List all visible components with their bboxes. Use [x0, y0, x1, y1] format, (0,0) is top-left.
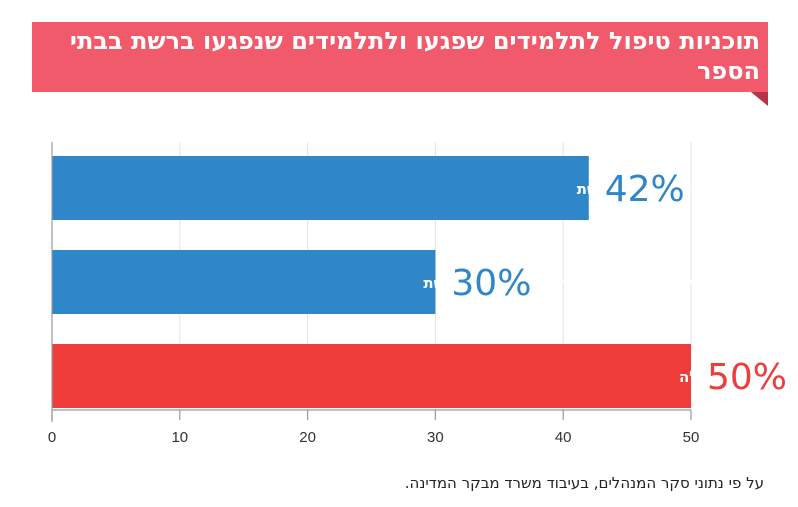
x-tick-label-20: 20	[299, 429, 316, 446]
bar-2-category-label: יש לבית הספר תוכניות המיועדות לטיפול בתל…	[423, 274, 798, 292]
bars: יש לבית הספר תוכניות המיועדות לטיפול בתל…	[52, 156, 798, 408]
x-tick-label-10: 10	[171, 429, 188, 446]
x-axis: 0 10 20 30 40 50	[48, 142, 700, 446]
bar-chart: יש לבית הספר תוכניות המיועדות לטיפול בתל…	[47, 142, 798, 446]
x-tick-label-0: 0	[48, 429, 56, 446]
title-banner	[32, 22, 768, 92]
x-tick-label-40: 40	[555, 429, 572, 446]
bar-3-value-label: 50%	[707, 357, 787, 398]
chart-title: תוכניות טיפול לתלמידים שפגעו ולתלמידים ש…	[69, 27, 760, 85]
bar-2	[52, 250, 436, 314]
banner-fold	[751, 92, 768, 106]
bar-1-value-label: 42%	[605, 169, 685, 210]
bar-3	[52, 344, 691, 408]
source-footnote: על פי נתוני סקר המנהלים, בעיבוד משרד מבק…	[404, 474, 764, 492]
bar-1	[52, 156, 589, 220]
bar-3-category-label: אין לבית הספר תוכניות טיפול מספקות בתחומ…	[679, 368, 798, 386]
bar-2-value-label: 30%	[451, 263, 531, 304]
bar-1-category-label: יש לבית הספר תוכניות המיועדות לטיפול בתל…	[577, 180, 798, 198]
x-tick-label-50: 50	[683, 429, 700, 446]
x-tick-label-30: 30	[427, 429, 444, 446]
